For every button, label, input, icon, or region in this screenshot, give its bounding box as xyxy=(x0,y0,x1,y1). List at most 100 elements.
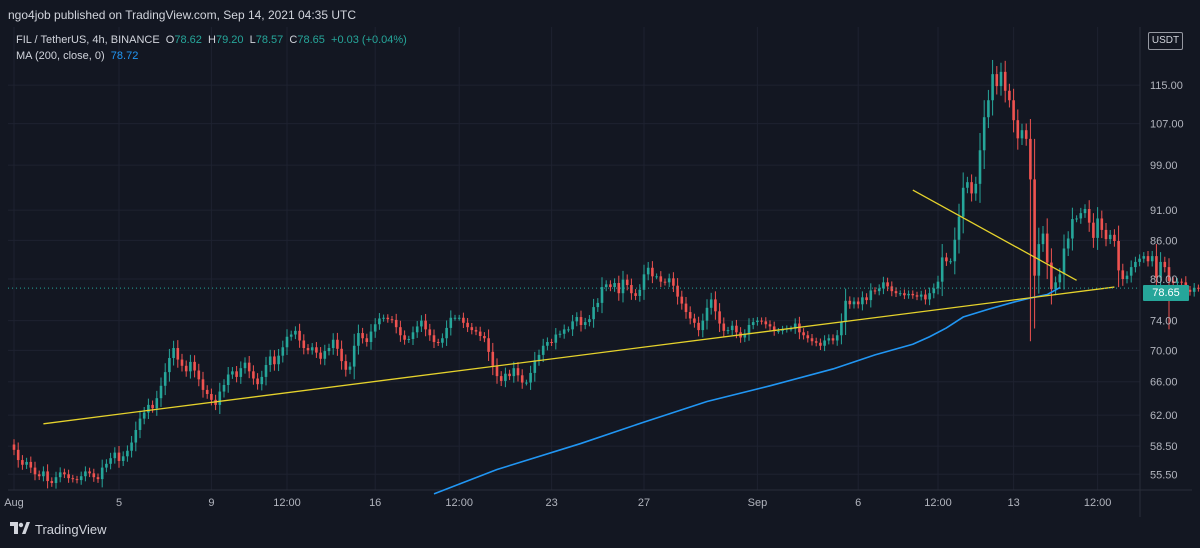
change-value: +0.03 (+0.04%) xyxy=(331,34,407,46)
candle-body xyxy=(827,338,831,341)
candle-body xyxy=(865,297,868,301)
candle-body xyxy=(474,330,478,332)
candle-body xyxy=(357,333,360,346)
candle-body xyxy=(567,329,570,331)
candle-body xyxy=(1003,71,1007,91)
candle-body xyxy=(688,312,692,319)
candle-body xyxy=(16,449,20,461)
candle-body xyxy=(516,368,520,376)
candle-body xyxy=(457,317,461,319)
candle-body xyxy=(1062,248,1066,275)
candle-body xyxy=(537,354,541,361)
candle-body xyxy=(201,379,205,390)
currency-button[interactable]: USDT xyxy=(1148,32,1183,50)
candle-body xyxy=(915,295,919,297)
candle-body xyxy=(117,452,121,461)
candle-body xyxy=(806,335,810,339)
candle-body xyxy=(121,456,125,461)
candle-body xyxy=(520,375,524,383)
x-tick-label: 9 xyxy=(208,497,214,509)
ma-indicator-label[interactable]: MA (200, close, 0) xyxy=(16,50,105,62)
candle-body xyxy=(37,474,41,477)
candle-body xyxy=(365,338,369,342)
candle-body xyxy=(756,320,759,323)
candle-body xyxy=(1150,256,1154,262)
candle-body xyxy=(88,471,91,474)
candle-body xyxy=(420,320,423,327)
candle-body xyxy=(277,355,280,365)
candle-body xyxy=(886,282,889,287)
candle-body xyxy=(1033,179,1036,276)
x-tick-label: 16 xyxy=(369,497,381,509)
candle-body xyxy=(193,361,196,371)
candle-body xyxy=(819,342,822,346)
candle-body xyxy=(84,471,87,477)
x-tick-label: Sep xyxy=(748,497,768,509)
candle-body xyxy=(411,332,415,339)
candle-body xyxy=(285,336,289,348)
candle-body xyxy=(1020,130,1024,139)
x-tick-label: 12:00 xyxy=(273,497,301,509)
candle-body xyxy=(336,339,339,349)
candle-body xyxy=(525,382,528,384)
candle-body xyxy=(659,276,663,282)
candle-body xyxy=(159,385,163,399)
candle-body xyxy=(1083,209,1087,214)
y-tick-label: 74.00 xyxy=(1150,316,1178,328)
candle-body xyxy=(147,404,150,413)
candle-body xyxy=(903,293,906,296)
candle-body xyxy=(861,297,864,305)
tradingview-logo-icon xyxy=(10,522,30,537)
y-tick-label: 86.00 xyxy=(1150,235,1178,247)
candle-body xyxy=(1071,219,1074,239)
x-tick-label: 23 xyxy=(545,497,557,509)
candle-body xyxy=(840,322,843,336)
candle-body xyxy=(777,330,780,332)
candle-body xyxy=(1029,138,1032,180)
candle-body xyxy=(390,319,394,321)
candle-body xyxy=(634,293,637,296)
candle-body xyxy=(1138,258,1141,262)
candle-body xyxy=(1192,287,1196,292)
candle-body xyxy=(709,299,713,308)
candle-body xyxy=(499,376,503,381)
open-label: O xyxy=(165,34,175,46)
candle-body xyxy=(592,307,595,320)
candle-body xyxy=(743,333,747,338)
candle-body xyxy=(176,348,180,360)
candle-body xyxy=(651,267,654,277)
candle-body xyxy=(600,287,604,303)
tradingview-brand[interactable]: TradingView xyxy=(10,522,107,537)
candle-body xyxy=(323,351,327,359)
y-tick-label: 66.00 xyxy=(1150,377,1178,389)
candle-body xyxy=(835,335,839,341)
candle-body xyxy=(331,339,335,349)
publisher-caption: ngo4job published on TradingView.com, Se… xyxy=(8,8,357,22)
candle-body xyxy=(596,302,600,308)
candle-body xyxy=(1104,229,1108,240)
candle-body xyxy=(730,325,734,331)
candle-body xyxy=(961,187,965,217)
candle-body xyxy=(966,182,969,188)
candle-body xyxy=(676,285,679,297)
candle-body xyxy=(1176,281,1179,284)
candle-body xyxy=(764,321,768,325)
candle-body xyxy=(1054,282,1057,290)
y-tick-label: 115.00 xyxy=(1150,80,1183,92)
ma200-line xyxy=(433,286,1061,495)
candle-body xyxy=(646,267,650,275)
candle-body xyxy=(609,284,612,288)
candle-body xyxy=(1163,261,1167,268)
candle-body xyxy=(79,476,83,481)
candle-body xyxy=(231,371,234,375)
candle-body xyxy=(945,257,948,262)
candle-body xyxy=(625,279,629,286)
candle-body xyxy=(256,378,259,385)
candle-body xyxy=(693,318,696,323)
candle-body xyxy=(487,338,490,352)
symbol-title[interactable]: FIL / TetherUS, 4h, BINANCE xyxy=(16,34,160,46)
candle-body xyxy=(617,283,621,294)
candle-body xyxy=(638,289,642,296)
candle-body xyxy=(928,293,931,300)
